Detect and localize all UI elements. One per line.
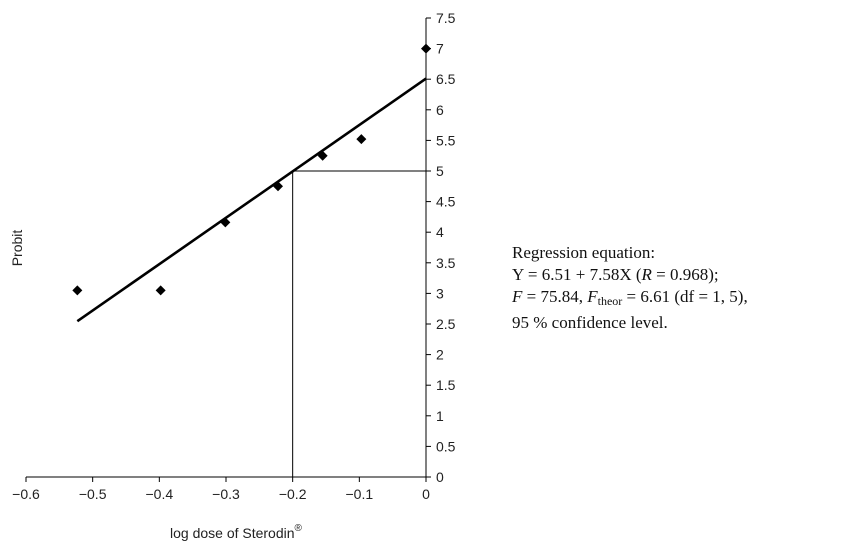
annotation-ftheor-sub: theor xyxy=(597,294,623,308)
annotation-equation: Y = 6.51 + 7.58X ( xyxy=(512,265,642,284)
tick-marks xyxy=(25,17,431,482)
regression-line-group xyxy=(76,77,427,323)
x-tick-label: −0.5 xyxy=(79,486,107,502)
y-tick-label: 1.5 xyxy=(436,377,456,393)
data-point-marker xyxy=(220,217,231,228)
x-axis-title-sup: ® xyxy=(295,523,303,534)
y-tick-label: 7 xyxy=(436,41,444,57)
y-tick-label: 4.5 xyxy=(436,194,456,210)
data-point-marker xyxy=(421,43,431,54)
x-tick-label: −0.4 xyxy=(146,486,174,502)
y-axis-title: Probit xyxy=(9,230,25,267)
annotation-line-2: Y = 6.51 + 7.58X (R = 0.968); xyxy=(512,264,842,286)
y-tick-label: 6.5 xyxy=(436,71,456,87)
y-tick-label: 0 xyxy=(436,469,444,485)
data-points xyxy=(72,43,431,296)
axes xyxy=(26,18,427,478)
data-point-marker xyxy=(317,150,328,161)
x-axis-title-text: log dose of Sterodin xyxy=(170,525,295,541)
reference-lines xyxy=(292,170,426,477)
regression-annotation: Regression equation: Y = 6.51 + 7.58X (R… xyxy=(512,242,842,334)
annotation-line-3: F = 75.84, Ftheor = 6.61 (df = 1, 5), xyxy=(512,286,842,312)
y-tick-label: 6 xyxy=(436,102,444,118)
annotation-f-symbol: F xyxy=(512,287,523,306)
x-tick-label: −0.1 xyxy=(346,486,374,502)
y-tick-label: 5.5 xyxy=(436,132,456,148)
data-point-marker xyxy=(155,285,166,296)
annotation-r-value: = 0.968); xyxy=(651,265,719,284)
y-tick-label: 3.5 xyxy=(436,255,456,271)
y-tick-label: 5 xyxy=(436,163,444,179)
y-tick-label: 2 xyxy=(436,347,444,363)
annotation-f-value: = 75.84, xyxy=(522,287,588,306)
y-tick-label: 2.5 xyxy=(436,316,456,332)
x-tick-labels: −0.6 −0.5 −0.4 −0.3 −0.2 −0.1 0 xyxy=(12,486,430,502)
annotation-r-symbol: R xyxy=(641,265,652,284)
y-tick-label: 1 xyxy=(436,408,444,424)
y-tick-labels: 0 0.5 1 1.5 2 2.5 3 3.5 4 4.5 5 5.5 6 6.5 7 7.5 xyxy=(436,10,456,485)
annotation-ftheor-value: = 6.61 (df = 1, 5), xyxy=(622,287,748,306)
data-point-marker xyxy=(273,181,283,192)
x-tick-label: −0.3 xyxy=(212,486,240,502)
x-axis-title: log dose of Sterodin® xyxy=(170,523,303,541)
annotation-line-4: 95 % confidence level. xyxy=(512,313,668,332)
x-tick-label: 0 xyxy=(422,486,430,502)
data-point-marker xyxy=(72,285,83,296)
x-tick-label: −0.6 xyxy=(12,486,40,502)
y-tick-label: 4 xyxy=(436,224,444,240)
data-point-marker xyxy=(356,134,367,145)
y-tick-label: 3 xyxy=(436,285,444,301)
annotation-ftheor-symbol: F xyxy=(587,287,598,306)
x-tick-label: −0.2 xyxy=(279,486,307,502)
y-tick-label: 0.5 xyxy=(436,438,456,454)
regression-line xyxy=(76,77,427,323)
y-tick-label: 7.5 xyxy=(436,10,456,26)
annotation-line-1: Regression equation: xyxy=(512,243,656,262)
